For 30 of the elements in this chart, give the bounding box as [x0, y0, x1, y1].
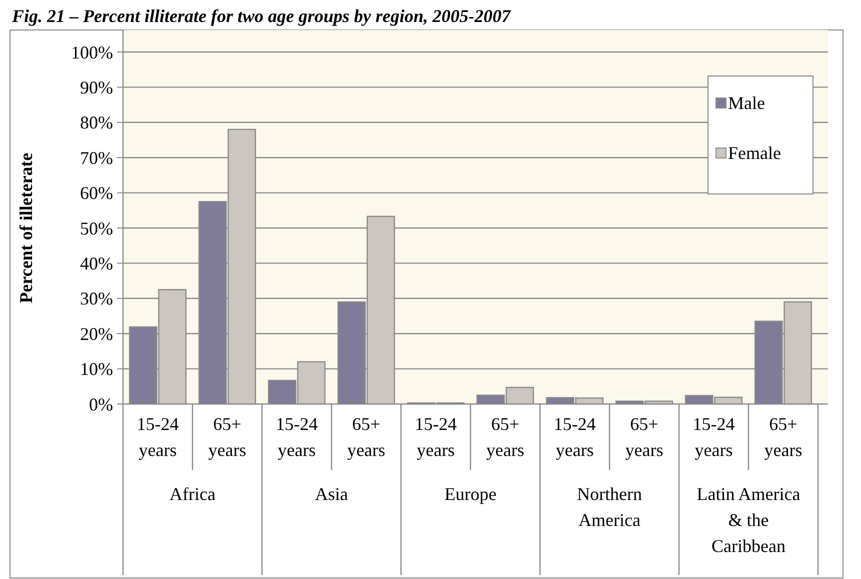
- y-tick-label: 100%: [71, 42, 113, 62]
- y-tick-label: 50%: [80, 218, 113, 238]
- legend-label: Male: [728, 93, 765, 113]
- x-tick-label: 15-24 years: [414, 414, 457, 460]
- x-tick-label: 15-24 years: [276, 414, 318, 460]
- y-tick-label: 70%: [80, 148, 113, 168]
- y-tick-label: 10%: [80, 359, 113, 380]
- y-tick-label: 30%: [80, 288, 113, 309]
- text: Africa: [170, 484, 216, 504]
- y-tick-label: 20%: [80, 324, 113, 344]
- text: Northern America: [577, 484, 642, 530]
- y-tick-label: 60%: [80, 183, 113, 204]
- y-tick-label: 40%: [80, 254, 113, 274]
- x-tick-label: 65+ years: [625, 414, 664, 460]
- text: Europe: [444, 484, 496, 504]
- x-tick-label: 15-24 years: [692, 414, 735, 460]
- legend-label: Female: [728, 143, 781, 163]
- text: Latin America & the Caribbean: [696, 484, 800, 556]
- y-axis-title: Percent of illeterate: [16, 152, 36, 304]
- x-tick-label: 15-24 years: [554, 414, 596, 460]
- chart-title: Fig. 21 – Percent illiterate for two age groups by region, 2005-2007: [11, 6, 512, 26]
- text: Asia: [315, 484, 348, 504]
- x-tick-label: 65+ years: [764, 414, 802, 460]
- x-tick-label: 65+ years: [347, 414, 386, 460]
- x-tick-label: 65+ years: [208, 414, 246, 460]
- x-tick-label: 65+ years: [486, 414, 524, 460]
- y-tick-label: 80%: [80, 112, 113, 133]
- y-tick-label: 0%: [89, 394, 113, 414]
- x-tick-label: 15-24 years: [136, 414, 179, 460]
- y-tick-label: 90%: [80, 78, 113, 98]
